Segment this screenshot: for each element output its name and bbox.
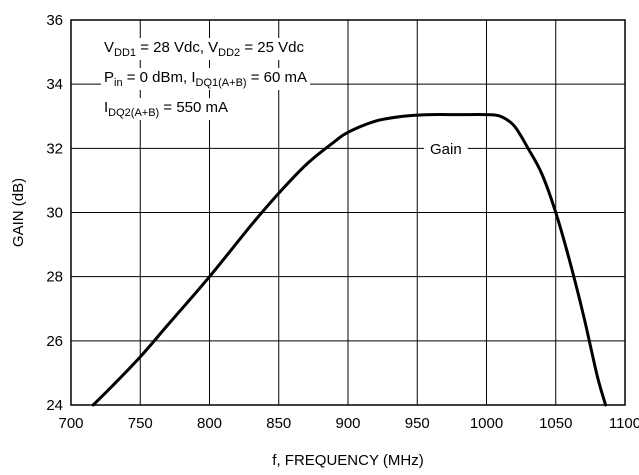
test-conditions-annotation: VDD1 = 28 Vdc, VDD2 = 25 Vdc Pin = 0 dBm,… bbox=[101, 38, 311, 120]
x-tick-label: 1000 bbox=[470, 415, 503, 432]
conditions-line: IDQ2(A+B) = 550 mA bbox=[104, 99, 228, 119]
x-tick-label: 800 bbox=[197, 415, 222, 432]
conditions-line-background bbox=[101, 38, 308, 60]
x-tick-label: 1100 bbox=[609, 415, 639, 432]
x-tick-label: 900 bbox=[335, 415, 360, 432]
y-tick-label: 32 bbox=[46, 140, 63, 157]
x-axis-title: f, FREQUENCY (MHz) bbox=[272, 452, 423, 469]
y-tick-label: 30 bbox=[46, 205, 63, 222]
y-tick-label: 28 bbox=[46, 269, 63, 286]
series-line-gain bbox=[91, 113, 608, 407]
conditions-line: Pin = 0 dBm, IDQ1(A+B) = 60 mA bbox=[104, 69, 307, 89]
x-tick-label: 850 bbox=[266, 415, 291, 432]
curve-label-background bbox=[424, 140, 468, 159]
y-axis-title: GAIN (dB) bbox=[10, 178, 27, 247]
conditions-line-background bbox=[101, 68, 311, 90]
plot-frame bbox=[70, 19, 626, 406]
x-tick-labels: 700 750 800 850 900 950 1000 1050 1100 bbox=[58, 415, 639, 432]
x-tick-label: 1050 bbox=[539, 415, 572, 432]
y-tick-label: 36 bbox=[46, 12, 63, 29]
y-tick-label: 34 bbox=[46, 76, 63, 93]
conditions-line-background bbox=[101, 98, 232, 120]
y-tick-label: 24 bbox=[46, 397, 63, 414]
conditions-line: VDD1 = 28 Vdc, VDD2 = 25 Vdc bbox=[104, 39, 304, 59]
y-tick-label: 26 bbox=[46, 333, 63, 350]
x-tick-label: 950 bbox=[405, 415, 430, 432]
x-tick-label: 750 bbox=[128, 415, 153, 432]
x-tick-label: 700 bbox=[58, 415, 83, 432]
curve-label-gain: Gain bbox=[430, 141, 462, 158]
y-tick-labels: 24 26 28 30 32 34 36 bbox=[46, 12, 63, 414]
